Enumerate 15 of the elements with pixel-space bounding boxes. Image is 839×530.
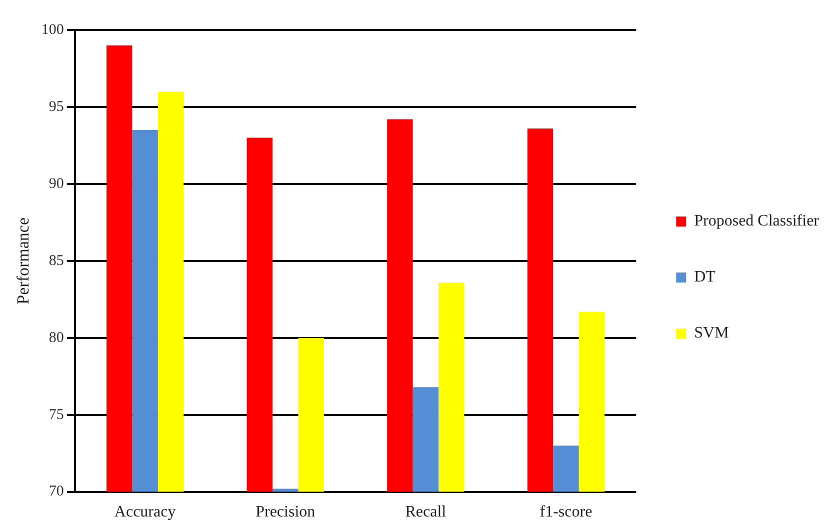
legend-label: SVM: [694, 324, 729, 342]
y-tick-label: 100: [41, 22, 64, 38]
y-tick-label: 95: [48, 98, 64, 115]
x-tick-label: Precision: [256, 504, 316, 521]
y-tick-label: 70: [48, 484, 64, 500]
x-tick-label: Recall: [405, 504, 447, 521]
y-axis-title: Performance: [14, 217, 33, 304]
y-tick-label: 75: [48, 406, 64, 423]
y-tick-label: 85: [48, 252, 64, 269]
legend-label: DT: [694, 268, 716, 286]
x-tick-label: f1-score: [540, 504, 592, 521]
y-tick-label: 80: [48, 330, 64, 346]
y-tick-label: 90: [48, 176, 64, 192]
x-tick-label: Accuracy: [114, 504, 176, 521]
legend-label: Proposed Classifier: [694, 212, 820, 230]
